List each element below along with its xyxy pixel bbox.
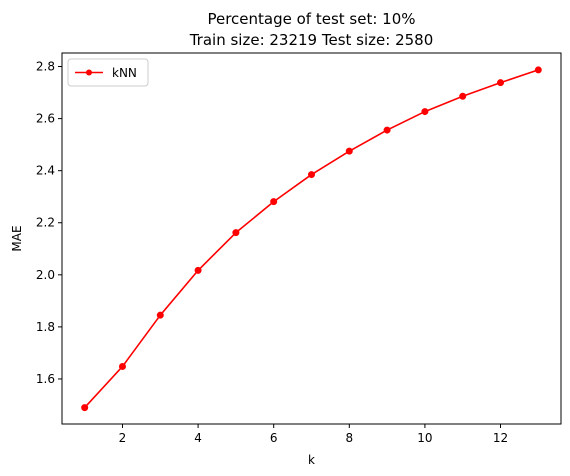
y-axis-label: MAE	[10, 225, 24, 251]
data-point-knn	[194, 266, 202, 274]
data-point-knn	[308, 171, 315, 179]
y-tick-label: 1.6	[36, 372, 55, 386]
x-tick-label: 6	[270, 431, 278, 445]
x-tick-label: 10	[417, 431, 432, 445]
data-point-knn	[497, 79, 505, 87]
chart-title: Percentage of test set: 10%	[207, 10, 415, 28]
x-tick-label: 4	[194, 431, 202, 445]
x-tick-label: 12	[493, 431, 508, 445]
data-point-knn	[156, 311, 164, 319]
y-tick-label: 2.8	[36, 60, 55, 74]
series-layer	[81, 66, 542, 412]
legend-marker-knn	[86, 69, 92, 76]
x-tick-label: 2	[119, 431, 127, 445]
y-tick-label: 2.6	[36, 112, 55, 126]
legend-box	[67, 58, 149, 87]
legend-label-knn: kNN	[112, 66, 137, 80]
y-axis-ticks: 1.6 1.8 2.0 2.2 2.4 2.6 2.8	[36, 60, 62, 386]
data-point-knn	[534, 66, 542, 74]
data-point-knn	[383, 126, 391, 134]
x-axis-label: k	[308, 453, 315, 467]
x-axis-ticks: 2 4 6 8 10 12	[119, 424, 508, 445]
data-point-knn	[345, 147, 353, 155]
data-point-knn	[421, 108, 429, 116]
x-tick-label: 8	[345, 431, 353, 445]
data-point-knn	[118, 362, 126, 370]
data-point-knn	[81, 404, 89, 412]
series-line-knn	[84, 69, 539, 409]
legend: kNN	[67, 58, 149, 87]
y-tick-label: 2.0	[36, 268, 55, 282]
y-tick-label: 2.4	[36, 164, 55, 178]
y-tick-label: 2.2	[36, 216, 55, 230]
data-point-knn	[459, 92, 467, 100]
y-tick-label: 1.8	[36, 320, 55, 334]
plot-area-frame	[61, 52, 562, 425]
data-point-knn	[270, 198, 278, 206]
data-point-knn	[232, 229, 240, 237]
chart-subtitle: Train size: 23219 Test size: 2580	[189, 31, 434, 49]
